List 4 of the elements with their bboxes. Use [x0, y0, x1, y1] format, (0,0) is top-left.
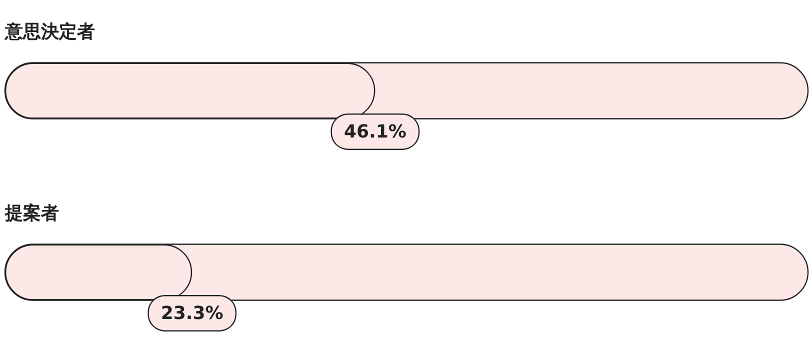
data-label: 23.3% — [160, 302, 224, 324]
data-label: 46.1% — [344, 121, 406, 142]
y-tick-label: 提案者 — [4, 202, 59, 224]
y-tick-label: 意思決定者 — [4, 21, 95, 42]
